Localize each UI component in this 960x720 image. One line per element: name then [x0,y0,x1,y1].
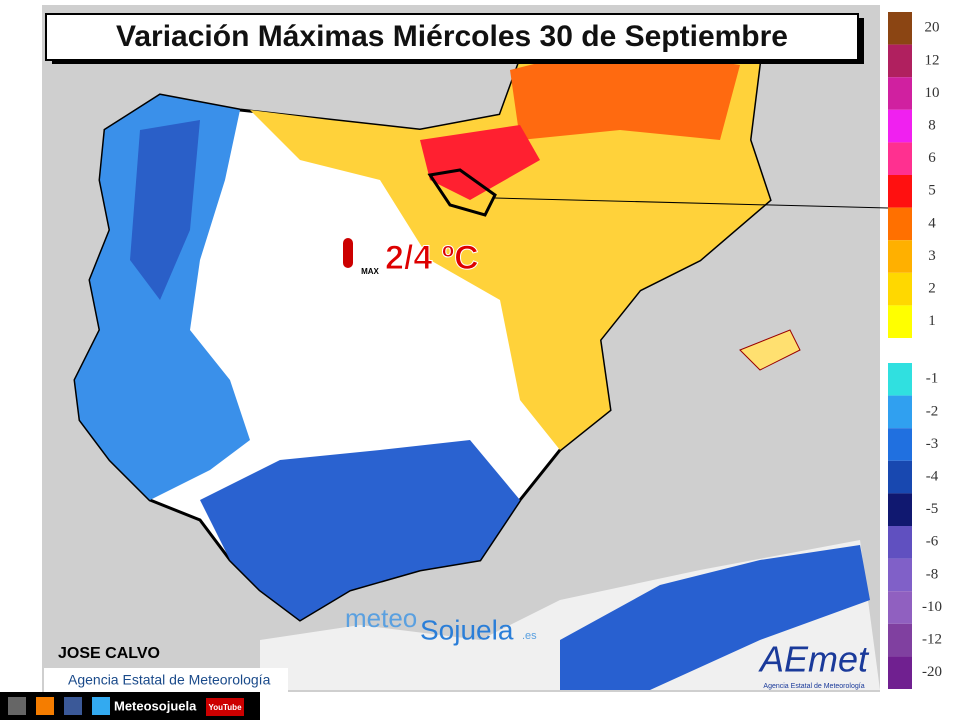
cold-africa [560,545,870,690]
logo: AEmet [758,639,870,680]
thermometer [343,238,353,268]
pointer-line [494,197,889,209]
logo-subtitle: Agencia Estatal de Meteorología [763,683,864,690]
youtube: YouTube [208,703,242,712]
account: Meteosojuela [114,698,197,713]
legend-swatch [888,526,912,559]
hot-pyrenees [510,45,740,140]
source: Agencia Estatal de Meteorología [68,672,271,688]
legend-swatch [888,77,912,110]
la-rioja [427,168,497,217]
legend-label: -2 [926,403,939,419]
cold-south [200,440,520,620]
watermark-suffix: .es [522,630,537,642]
legend-label: -3 [926,436,939,452]
legend-swatch [888,460,912,494]
legend-label: -8 [926,566,939,582]
legend-swatch [888,656,912,689]
legend-label: 10 [925,85,940,101]
balearics [739,329,801,371]
legend-label: 3 [928,248,936,264]
legend-swatch [888,493,912,526]
legend-swatch [888,207,912,241]
legend-swatch [888,623,912,657]
cold-core [130,120,200,300]
legend-label: 20 [925,20,940,36]
source-box [44,668,288,692]
twitter-icon [92,697,110,715]
max-label: MAX [361,267,379,276]
legend-swatch [888,558,912,592]
legend-swatch [888,240,912,273]
legend: 20 12 10 8 6 5 4 3 2 1 -1 -2 -3 -4 -5 -6 -8 -10 -12 -20 [888,12,942,689]
legend-swatch [888,395,912,429]
legend-label: -5 [926,501,939,517]
youtube-badge [206,698,244,716]
annotation: 2/4 ºC [385,239,479,277]
legend-swatch [888,109,912,143]
cold-west [75,95,250,500]
legend-label: 5 [928,183,936,199]
blogger-icon [36,697,54,715]
legend-label: -10 [922,599,942,615]
legend-swatch [888,142,912,175]
legend-swatch [888,305,912,338]
warm-east [250,40,770,450]
author: JOSE CALVO [58,645,160,662]
title-box [45,13,859,61]
legend-swatch [888,428,912,461]
instagram-icon [8,697,26,715]
legend-label: -20 [922,664,942,680]
legend-label: -4 [926,469,939,485]
legend-label: 1 [928,313,936,329]
facebook-icon [64,697,82,715]
legend-label: 2 [928,281,936,297]
legend-swatch [888,272,912,306]
legend-label: -6 [926,534,939,550]
legend-label: 8 [928,118,936,134]
legend-swatch [888,175,912,208]
legend-label: -12 [922,632,942,648]
watermark-meteo: meteo [345,603,417,633]
hot-north [420,125,540,200]
legend-swatch [888,12,912,45]
watermark-sojuela: Sojuela [420,614,514,645]
legend-swatch [888,591,912,624]
title: Variación Máximas Miércoles 30 de Septie… [116,20,788,53]
legend-swatch [888,363,912,396]
legend-label: 6 [928,150,936,166]
legend-label: 12 [925,52,940,68]
legend-label: -1 [926,371,939,387]
legend-swatch [888,44,912,78]
legend-label: 4 [928,215,936,231]
